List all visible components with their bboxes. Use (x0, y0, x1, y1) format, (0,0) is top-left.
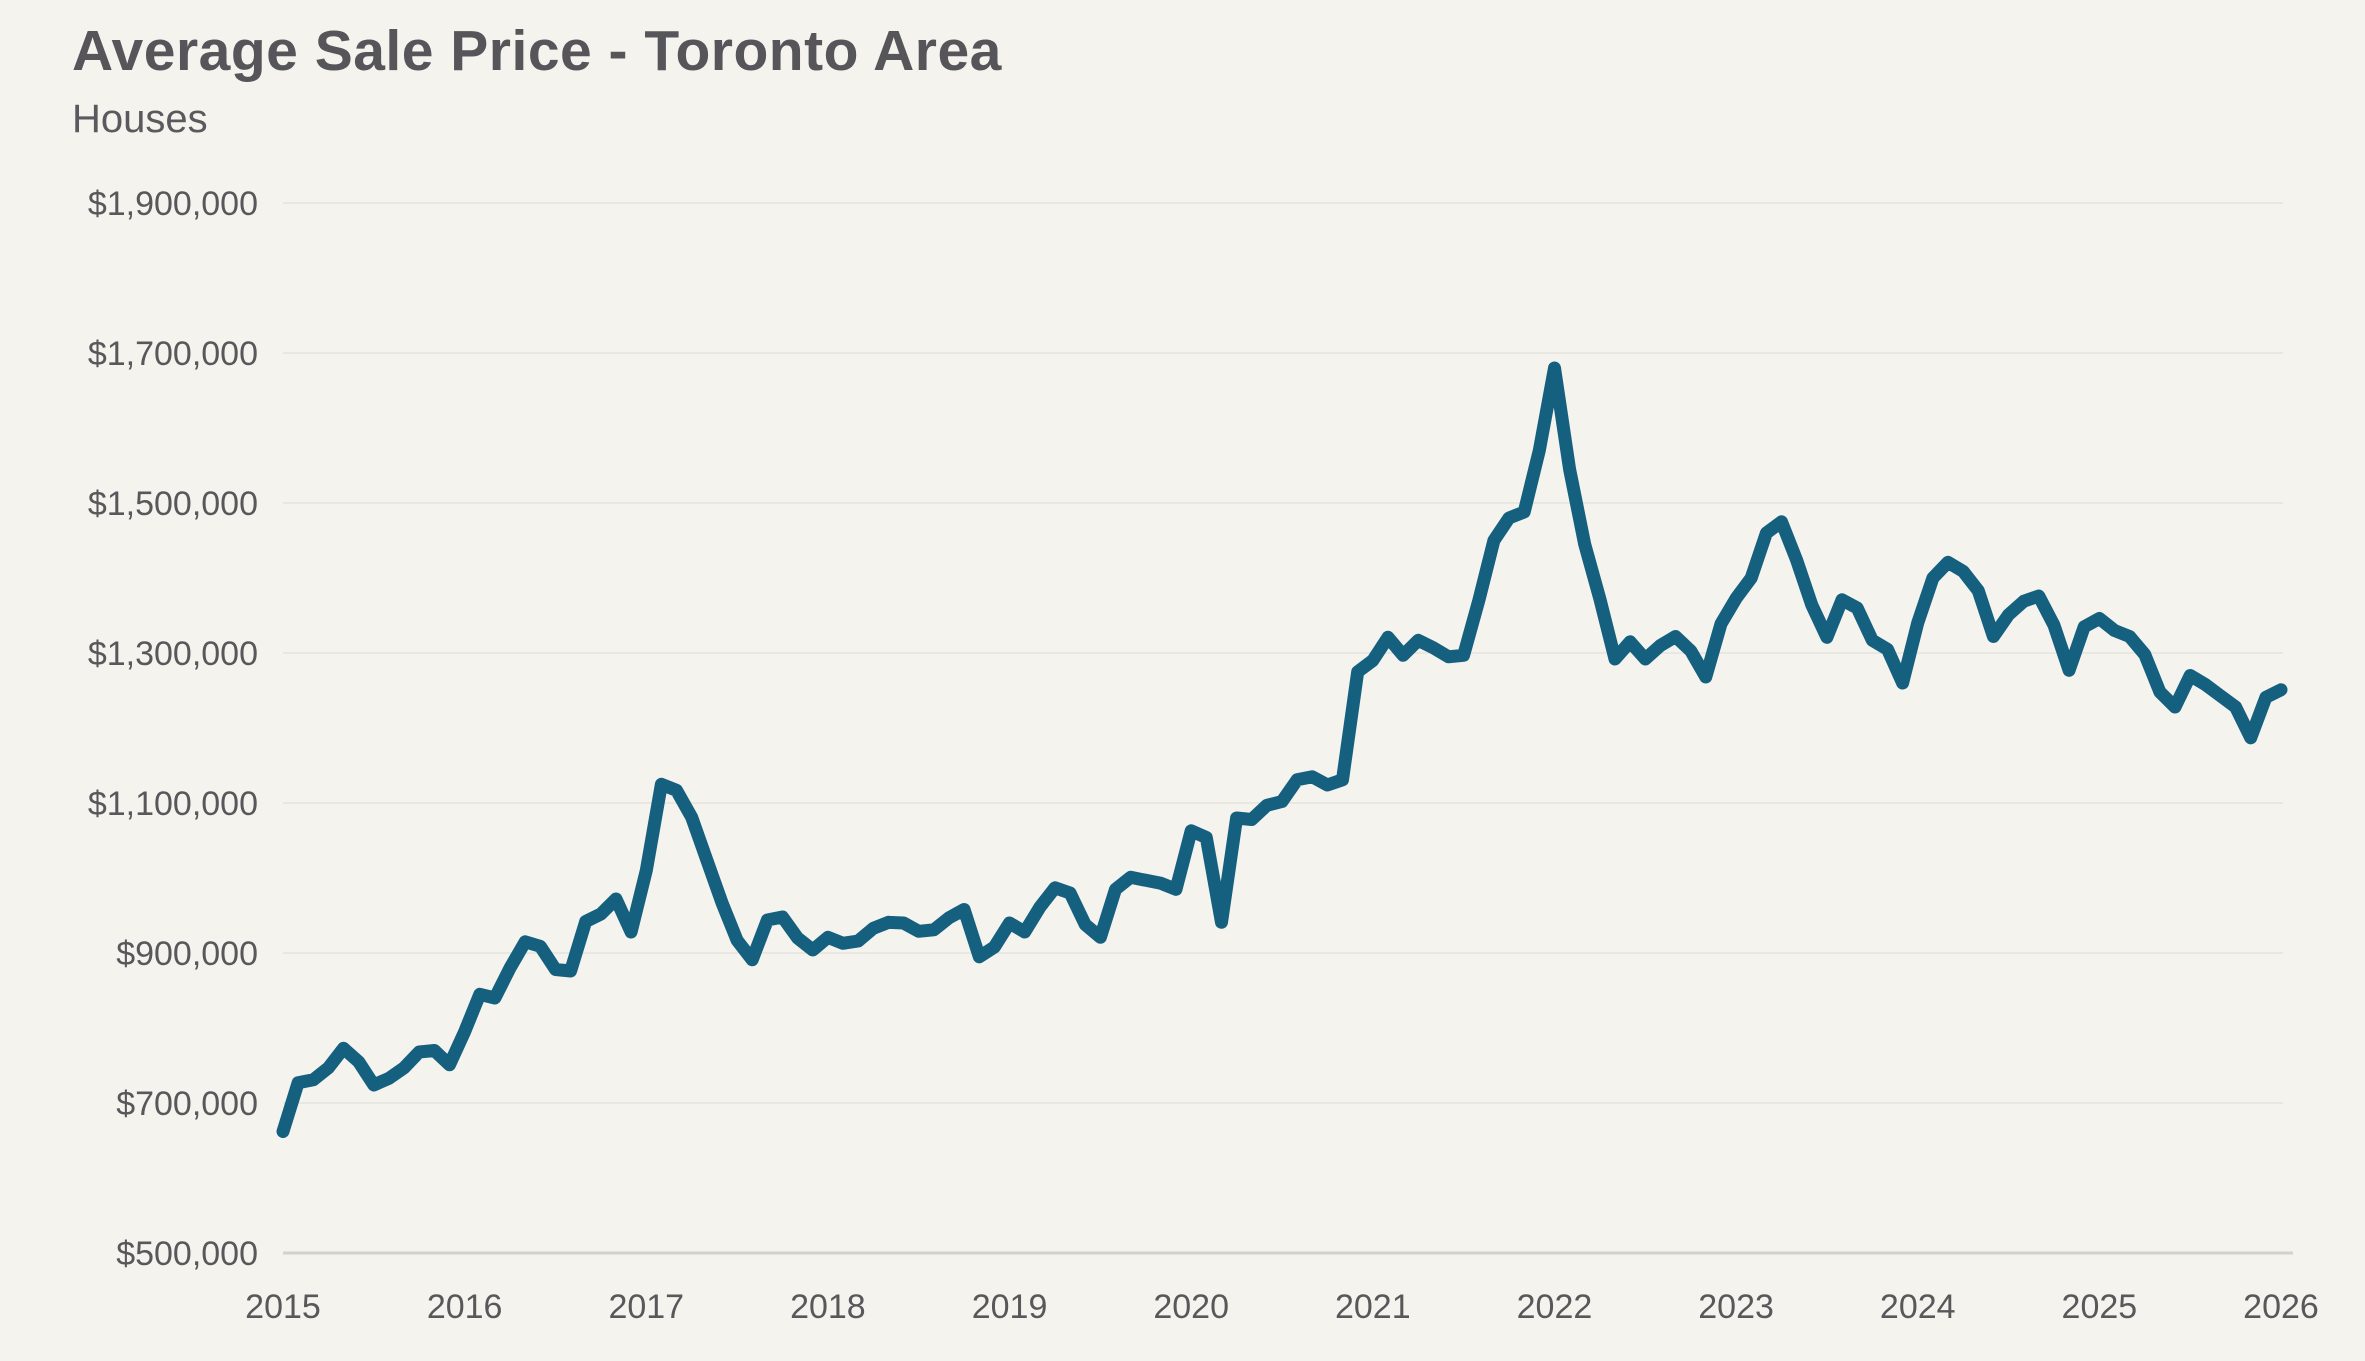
chart-header: Average Sale Price - Toronto Area Houses (72, 20, 1002, 142)
average-sale-price-line (276, 361, 2288, 1138)
x-axis-tick-label: 2017 (608, 1288, 684, 1326)
y-axis-tick-label: $1,700,000 (88, 335, 258, 373)
x-axis-tick-label: 2022 (1517, 1288, 1593, 1326)
x-axis-tick-label: 2019 (972, 1288, 1048, 1326)
x-axis-tick-label: 2025 (2062, 1288, 2138, 1326)
y-axis-tick-label: $1,100,000 (88, 785, 258, 823)
y-axis-tick-label: $900,000 (116, 935, 258, 973)
x-axis-tick-label: 2018 (790, 1288, 866, 1326)
chart-subtitle: Houses (72, 96, 208, 141)
x-axis-tick-label: 2016 (427, 1288, 503, 1326)
chart-title: Average Sale Price - Toronto Area (72, 19, 1002, 83)
y-axis-tick-label: $700,000 (116, 1085, 258, 1123)
x-axis-tick-label: 2023 (1698, 1288, 1774, 1326)
x-axis-tick-label: 2024 (1880, 1288, 1956, 1326)
x-axis-tick-label: 2020 (1153, 1288, 1229, 1326)
x-axis-tick-label: 2021 (1335, 1288, 1411, 1326)
y-axis-tick-label: $500,000 (116, 1235, 258, 1273)
y-axis-tick-label: $1,900,000 (88, 185, 258, 223)
y-axis-tick-label: $1,300,000 (88, 635, 258, 673)
x-axis-tick-label: 2026 (2243, 1288, 2319, 1326)
y-axis-tick-label: $1,500,000 (88, 485, 258, 523)
x-axis-tick-label: 2015 (245, 1288, 321, 1326)
